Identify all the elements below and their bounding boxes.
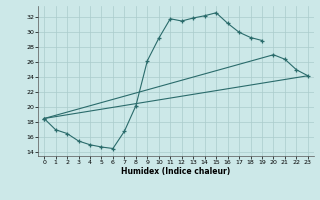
X-axis label: Humidex (Indice chaleur): Humidex (Indice chaleur) xyxy=(121,167,231,176)
